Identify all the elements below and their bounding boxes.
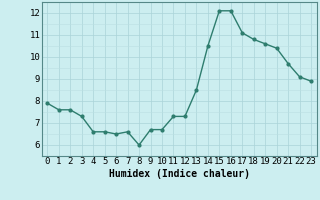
X-axis label: Humidex (Indice chaleur): Humidex (Indice chaleur) xyxy=(109,169,250,179)
